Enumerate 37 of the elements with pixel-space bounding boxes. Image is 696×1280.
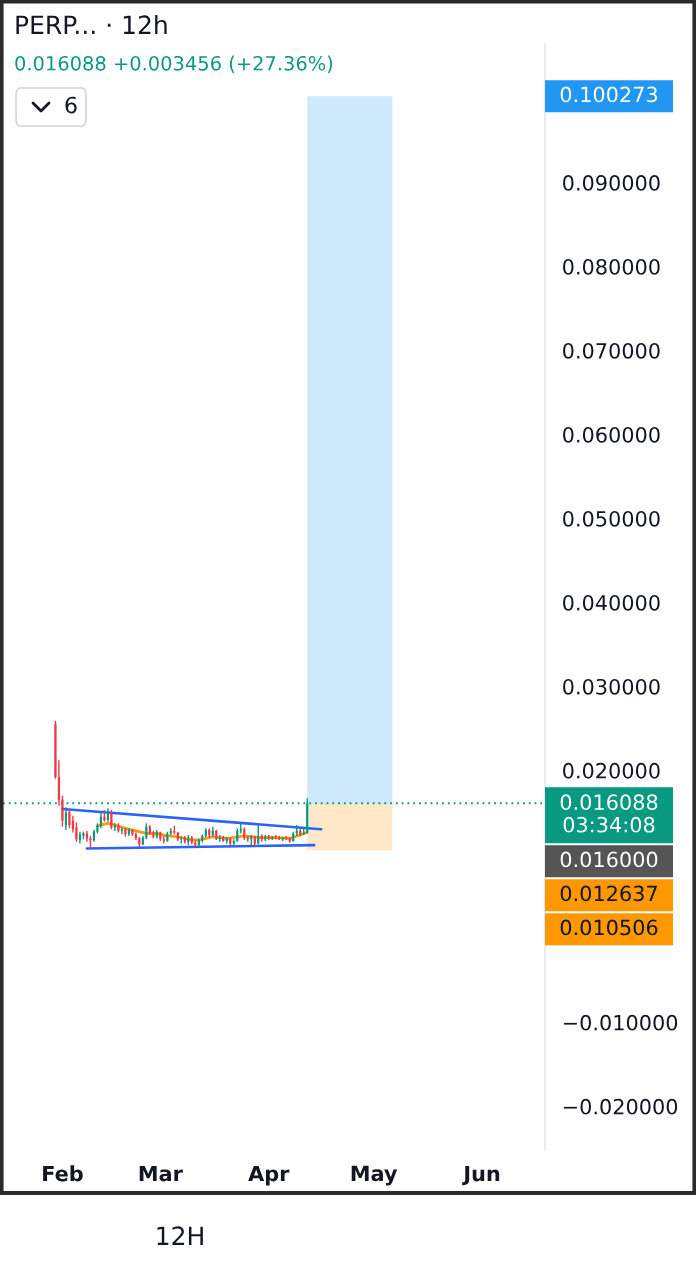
text: 0.100273 bbox=[560, 86, 658, 103]
candlestick bbox=[124, 827, 127, 838]
x-tick-label: Feb bbox=[43, 1165, 83, 1182]
y-tick-label: 0.050000 bbox=[563, 510, 660, 527]
candlestick bbox=[64, 806, 68, 831]
ref-line-label: 0.016088 03:34:08 bbox=[560, 794, 658, 833]
y-tick-label: 0.020000 bbox=[563, 762, 660, 779]
candlestick bbox=[138, 836, 141, 848]
text: 12H bbox=[157, 1226, 203, 1245]
x-tick-label: Mar bbox=[139, 1165, 183, 1182]
y-tick-label: −0.010000 bbox=[563, 1014, 678, 1031]
y-tick-label: 0.040000 bbox=[563, 594, 660, 611]
candlestick bbox=[89, 835, 92, 850]
chart-title: PERP... · 12h bbox=[16, 14, 167, 34]
text: 0.016088 +0.003456 (+27.36%) bbox=[15, 55, 333, 73]
text: 0.016000 bbox=[560, 851, 658, 868]
y-tick-label: −0.020000 bbox=[563, 1098, 678, 1115]
candlestick bbox=[162, 835, 165, 845]
candlestick bbox=[117, 822, 120, 834]
y-tick-label: 0.070000 bbox=[563, 342, 660, 359]
y-tick-label: 0.080000 bbox=[563, 259, 660, 275]
candlestick bbox=[68, 808, 71, 830]
candlestick bbox=[180, 836, 183, 845]
x-tick-label: Jun bbox=[462, 1165, 500, 1186]
candlestick bbox=[110, 809, 113, 830]
y-tick-label: 0.090000 bbox=[563, 175, 660, 191]
y-tick-label: 0.060000 bbox=[563, 426, 660, 443]
candlestick bbox=[113, 822, 116, 832]
y-tick-label: 0.030000 bbox=[563, 678, 660, 695]
candlestick bbox=[82, 831, 85, 840]
candlestick bbox=[166, 831, 169, 843]
text: 0.012637 bbox=[560, 885, 657, 902]
x-tick-label: Apr bbox=[248, 1165, 290, 1186]
x-tick-label: May bbox=[351, 1165, 398, 1186]
text: 0.010506 bbox=[560, 919, 658, 936]
candlestick bbox=[173, 825, 176, 835]
annotation: 6 bbox=[65, 96, 77, 114]
